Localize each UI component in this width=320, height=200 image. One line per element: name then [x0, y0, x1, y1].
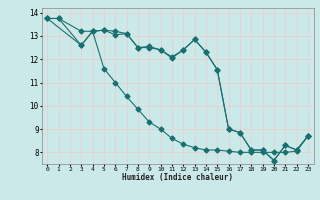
X-axis label: Humidex (Indice chaleur): Humidex (Indice chaleur) — [122, 173, 233, 182]
